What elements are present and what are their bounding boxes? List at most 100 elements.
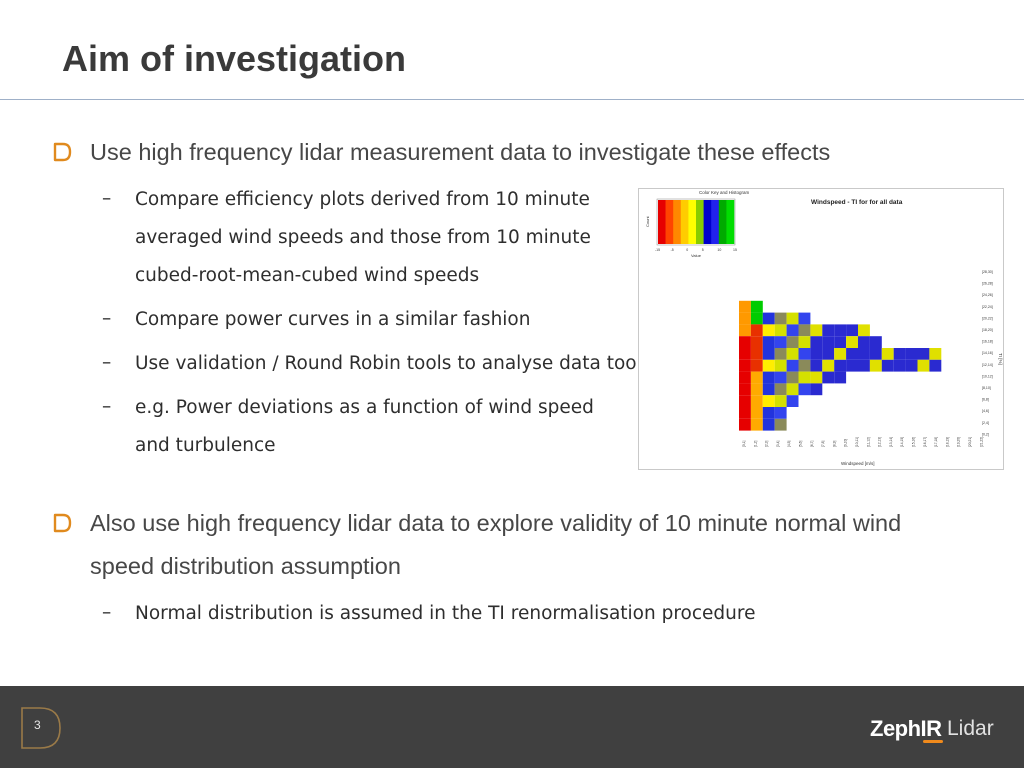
logo-lidar: Lidar	[947, 717, 994, 740]
sub-dash: –	[102, 352, 112, 373]
color-key-tick: 15	[733, 248, 737, 252]
slide-title: Aim of investigation	[62, 38, 407, 79]
heatmap-cell	[774, 312, 787, 325]
y-tick-label: [2,4]	[982, 421, 989, 425]
y-axis-label: TI [%]	[998, 353, 1003, 365]
heatmap-cell	[846, 348, 858, 360]
heatmap-cell	[858, 324, 870, 337]
heatmap-cell	[774, 418, 787, 431]
x-tick-label: [9,10]	[844, 439, 848, 447]
heatmap-cell	[929, 359, 942, 372]
heatmap-cell	[810, 336, 823, 348]
color-key-segment	[665, 200, 674, 244]
heatmap-cell	[822, 324, 835, 337]
heatmap-cell	[858, 348, 870, 360]
heatmap-cell	[846, 359, 858, 372]
x-tick-label: [14,15]	[900, 437, 904, 447]
y-tick-label: [14,16]	[982, 351, 993, 355]
sub-dash: –	[102, 308, 112, 329]
heatmap-cell	[810, 348, 823, 360]
heatmap-cell	[822, 359, 835, 372]
heatmap-cell	[798, 312, 811, 325]
y-tick-label: [10,12]	[982, 374, 993, 378]
heatmap-cell	[858, 359, 870, 372]
heatmap-cell	[798, 383, 811, 396]
heatmap-cell	[762, 418, 775, 431]
heatmap-cell	[739, 359, 751, 372]
heatmap-cell	[739, 371, 751, 384]
heatmap-cell	[834, 371, 847, 384]
heatmap-cell	[774, 359, 787, 372]
heatmap-cell	[762, 359, 775, 372]
x-tick-label: [17,18]	[934, 437, 938, 447]
heatmap-cell	[750, 312, 763, 325]
x-tick-label: [19,20]	[957, 437, 961, 447]
logo-accent	[923, 740, 943, 743]
heatmap-cell	[762, 324, 775, 337]
heatmap-cell	[739, 418, 751, 431]
color-key-segment	[658, 200, 666, 244]
heatmap-cell	[798, 371, 811, 384]
heatmap-cell	[774, 348, 787, 360]
heatmap-cell	[929, 348, 942, 360]
sub-line: Compare power curves in a similar fashio…	[135, 309, 531, 330]
x-tick-label: [18,19]	[945, 437, 949, 447]
heatmap-cell	[810, 359, 823, 372]
x-tick-label: [12,13]	[878, 437, 882, 447]
y-ticks: [28,30] [26,28] [24,26] [22,24] [20,22] [18,2…	[982, 270, 993, 436]
heatmap-cell	[822, 348, 835, 360]
heatmap-cell	[869, 336, 882, 348]
heatmap-cell	[739, 336, 751, 348]
heatmap-cell	[762, 348, 775, 360]
heatmap-cell	[905, 348, 918, 360]
heatmap-cell	[834, 336, 847, 348]
y-tick-label: [16,18]	[982, 340, 993, 344]
heatmap-cell	[774, 407, 787, 419]
x-tick-label: [11,12]	[866, 437, 870, 447]
heatmap-cell	[893, 348, 906, 360]
heatmap-cell	[739, 324, 751, 337]
heatmap-cell	[762, 395, 775, 407]
y-tick-label: [20,22]	[982, 316, 993, 320]
heatmap-cell	[750, 407, 763, 419]
color-key-xlabel: Value	[691, 253, 702, 258]
heatmap-cell	[739, 407, 751, 419]
heatmap-cell	[834, 348, 847, 360]
color-key-segment	[711, 200, 720, 244]
heatmap-cell	[750, 359, 763, 372]
y-tick-label: [24,26]	[982, 293, 993, 297]
heatmap-cell	[774, 336, 787, 348]
color-key-segment	[680, 200, 689, 244]
heatmap-cell	[917, 348, 930, 360]
heatmap-cell	[739, 348, 751, 360]
heatmap-cell	[786, 359, 799, 372]
x-ticks: [0,1] [1,2] [2,3] [3,4] [4,5] [5,6] [6,7] [7,8]…	[742, 437, 983, 447]
color-key-tick: 0	[686, 248, 688, 252]
y-tick-label: [28,30]	[982, 270, 993, 274]
y-tick-label: [26,28]	[982, 282, 993, 286]
heatmap-cell	[739, 300, 751, 313]
x-axis-label: Windspeed [m/s]	[841, 461, 875, 466]
heatmap-cell	[762, 336, 775, 348]
heatmap-cell	[750, 371, 763, 384]
bullet-icon	[53, 142, 72, 162]
bullet-text-2: Also use high frequency lidar data to ex…	[90, 510, 902, 579]
x-tick-label: [6,7]	[810, 441, 814, 447]
sub-line: Normal distribution is assumed in the TI…	[135, 603, 756, 624]
y-tick-label: [6,8]	[982, 398, 989, 402]
x-tick-label: [0,1]	[742, 441, 746, 447]
y-tick-label: [0,2]	[982, 432, 989, 436]
sub-line: and turbulence	[135, 435, 276, 456]
page-badge-icon	[21, 707, 61, 749]
heatmap-cell	[774, 383, 787, 396]
color-key-ylabel: Count	[645, 215, 650, 227]
color-key-segment	[718, 200, 727, 244]
heatmap-cell	[750, 395, 763, 407]
color-key-segment	[688, 200, 697, 244]
color-key-segment	[726, 200, 735, 244]
heatmap-cell	[834, 324, 847, 337]
color-key-tick: 5	[702, 248, 704, 252]
color-key-tick: 10	[717, 248, 721, 252]
color-key-segment	[673, 200, 682, 244]
heatmap-cell	[774, 371, 787, 384]
